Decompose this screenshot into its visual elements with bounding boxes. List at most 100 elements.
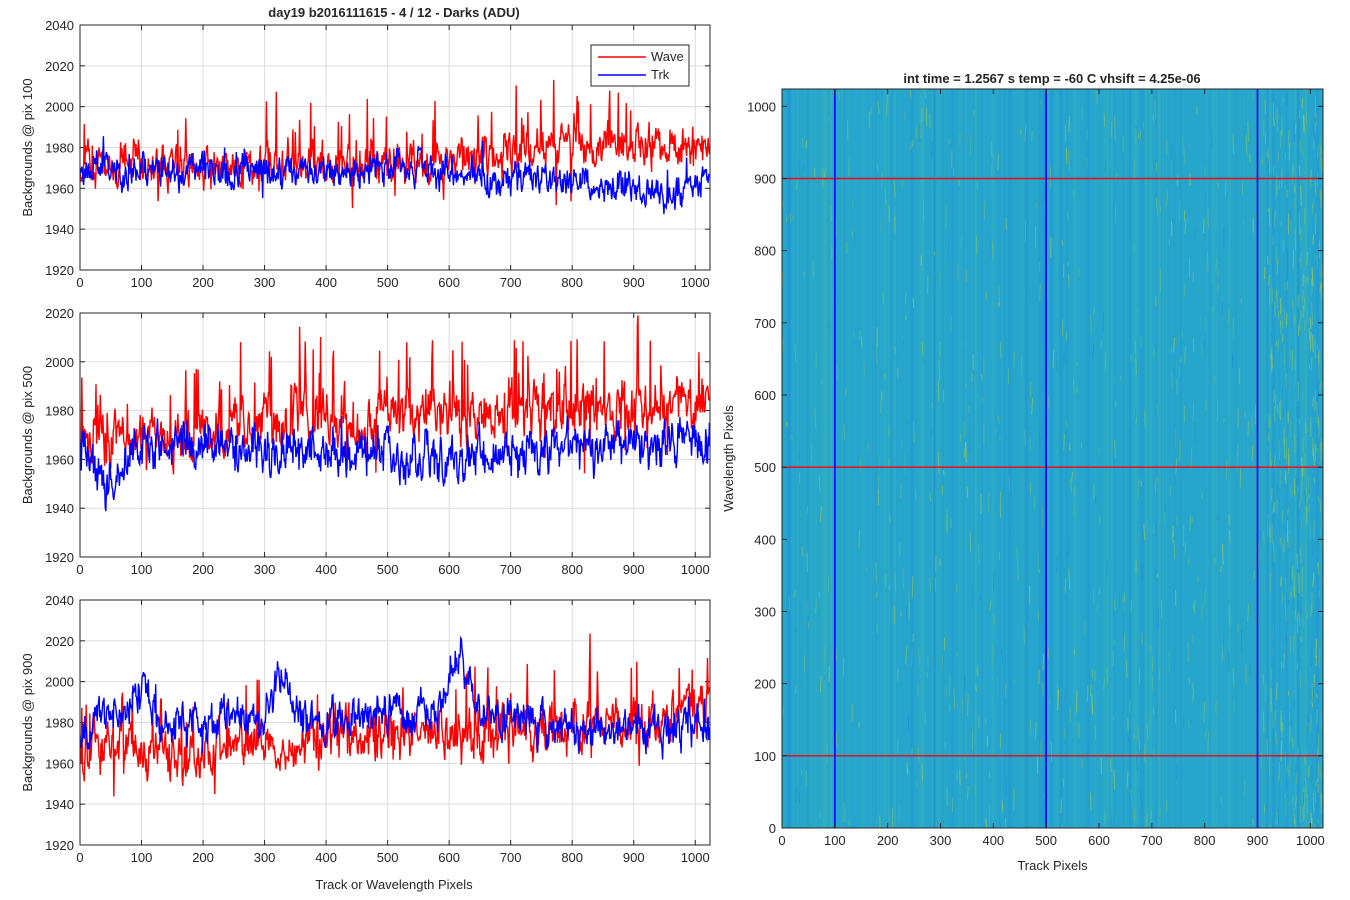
heatmap-streak	[794, 344, 797, 363]
heatmap-streak	[1049, 167, 1052, 189]
heatmap-streak	[1316, 254, 1319, 269]
heatmap-streak	[976, 664, 979, 677]
heatmap-streak	[1312, 448, 1315, 466]
heatmap-base	[782, 89, 1323, 828]
heatmap-streak	[785, 216, 788, 223]
heatmap-streak	[1221, 646, 1224, 661]
heatmap-streak	[1224, 177, 1227, 198]
heatmap-streak	[1188, 719, 1191, 729]
heatmap-streak	[902, 568, 905, 590]
heatmap-streak	[1291, 163, 1294, 184]
heatmap-column-band	[1129, 89, 1132, 828]
heatmap-streak	[1091, 694, 1094, 715]
heatmap-streak	[1215, 257, 1218, 272]
heatmap-streak	[803, 654, 806, 673]
heatmap-streak	[1269, 700, 1272, 711]
heatmap-column-band	[1268, 89, 1272, 828]
heatmap-streak	[1317, 818, 1319, 824]
heatmap-column-band	[958, 89, 962, 828]
heatmap-streak	[911, 747, 913, 755]
plot3-ytick-label: 500	[754, 460, 776, 475]
heatmap-streak	[966, 785, 969, 800]
heatmap-column-band	[787, 89, 791, 828]
heatmap-streak	[1228, 651, 1230, 672]
heatmap-streak	[985, 818, 988, 827]
heatmap-streak	[818, 810, 821, 819]
heatmap-streak	[1265, 681, 1267, 702]
plot3-ytick-label: 200	[754, 677, 776, 692]
heatmap-streak	[1133, 158, 1136, 181]
heatmap-streak	[1190, 447, 1193, 469]
heatmap-column-band	[1141, 89, 1143, 828]
heatmap-streak	[1304, 488, 1307, 507]
plot0-xtick-label: 600	[438, 275, 460, 290]
heatmap-streak	[1029, 437, 1031, 450]
plot3-ytick-label: 1000	[747, 99, 776, 114]
heatmap-streak	[1272, 624, 1274, 640]
heatmap-streak	[1114, 600, 1116, 611]
heatmap-streak	[1130, 790, 1133, 801]
heatmap-streak	[1318, 240, 1320, 248]
heatmap-streak	[910, 648, 913, 667]
plot3-ytick-label: 300	[754, 604, 776, 619]
heatmap-streak	[989, 600, 992, 611]
heatmap-streak	[979, 593, 982, 602]
heatmap-streak	[963, 675, 966, 691]
heatmap-streak	[1106, 667, 1108, 684]
legend-box	[590, 44, 690, 87]
heatmap-streak	[1078, 267, 1080, 279]
heatmap-streak	[1280, 662, 1283, 669]
heatmap-streak	[1305, 488, 1308, 503]
plot1-xtick-label: 0	[76, 562, 83, 577]
left-title: day19 b2016111615 - 4 / 12 - Darks (ADU)	[268, 5, 519, 20]
plot1-ytick-label: 2000	[45, 355, 74, 370]
heatmap-plot: 0 100 200 300 400 500 600 700 800 900 1000 0 100 200 3…	[721, 88, 1325, 873]
heatmap-column-band	[1243, 89, 1245, 828]
heatmap-streak	[824, 646, 826, 663]
heatmap-column-band	[870, 89, 875, 828]
heatmap-streak	[1276, 258, 1279, 275]
heatmap-streak	[1301, 98, 1304, 108]
heatmap-column-band	[830, 89, 832, 828]
heatmap-streak	[1087, 742, 1089, 762]
heatmap-column-band	[998, 89, 1000, 828]
heatmap-column-band	[917, 89, 921, 828]
plot0-xtick-label: 200	[192, 275, 214, 290]
heatmap-streak	[1068, 568, 1071, 590]
line-plot-pix-900: 0 100 200 300 400 500 600 700 800 900 1000 1920 1940…	[20, 593, 711, 865]
plot0-series-wave	[80, 79, 710, 209]
plot3-ytick-label: 400	[754, 532, 776, 547]
heatmap-streak	[1266, 152, 1268, 158]
heatmap-streak	[997, 153, 1000, 172]
heatmap-streak	[950, 316, 953, 333]
heatmap-streak	[993, 614, 996, 625]
heatmap-streak	[1135, 358, 1137, 375]
heatmap-column-band	[824, 89, 828, 828]
heatmap-streak	[1031, 130, 1033, 142]
heatmap-streak	[1180, 356, 1182, 363]
heatmap-streak	[814, 408, 817, 429]
heatmap-column-band	[1266, 89, 1270, 828]
heatmap-streak	[1309, 317, 1312, 330]
heatmap-streak	[788, 595, 791, 611]
heatmap-streak	[1294, 314, 1296, 323]
heatmap-streak	[798, 791, 801, 803]
heatmap-column-band	[1066, 89, 1069, 828]
heatmap-column-band	[883, 89, 887, 828]
heatmap-streak	[1047, 648, 1050, 659]
heatmap-streak	[1094, 725, 1097, 741]
heatmap-streak	[1126, 660, 1128, 679]
heatmap-streak	[1217, 282, 1220, 292]
heatmap-streak	[1287, 169, 1289, 184]
heatmap-streak	[789, 213, 792, 224]
heatmap-streak	[1220, 565, 1222, 572]
heatmap-streak	[1113, 769, 1116, 790]
heatmap-streak	[999, 435, 1001, 441]
heatmap-streak	[1318, 354, 1320, 366]
heatmap-streak	[1149, 711, 1151, 732]
heatmap-streak	[1307, 531, 1310, 544]
heatmap-streak	[1154, 99, 1157, 119]
heatmap-streak	[1126, 772, 1129, 788]
plot1-xtick-label: 400	[315, 562, 337, 577]
heatmap-column-band	[1234, 89, 1238, 828]
